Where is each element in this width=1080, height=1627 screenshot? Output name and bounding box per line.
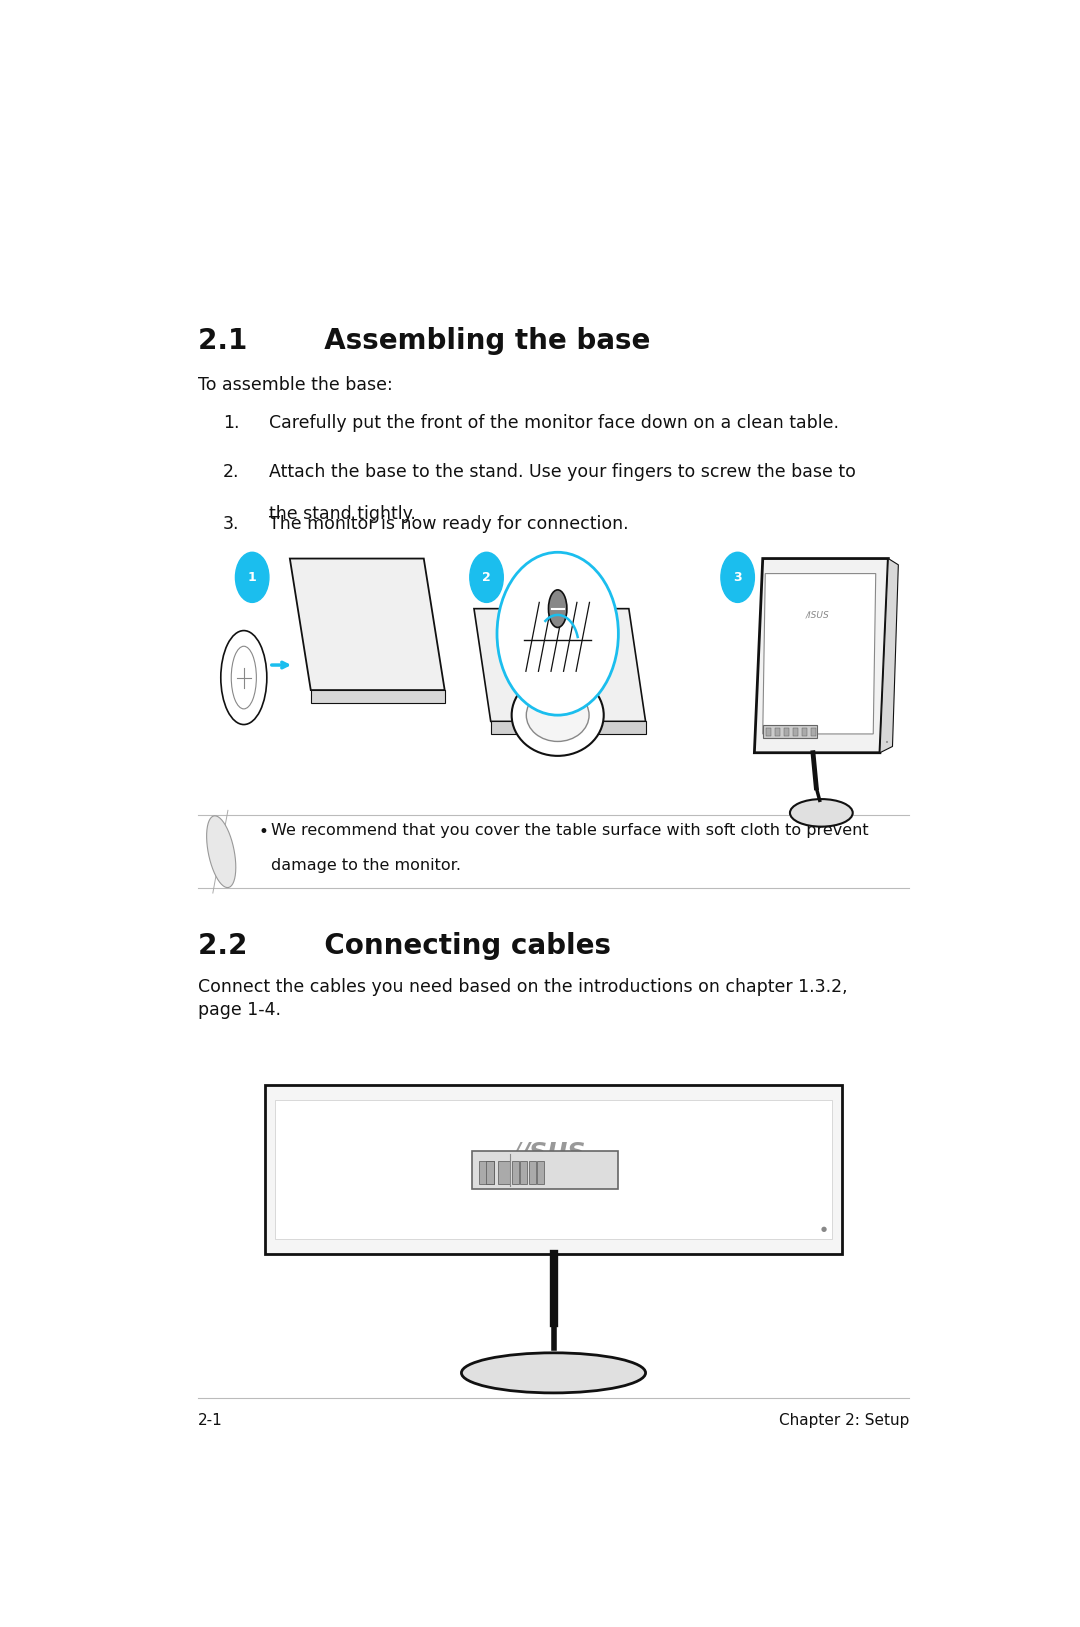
Text: /ISUS: /ISUS [806,610,829,620]
FancyBboxPatch shape [762,726,818,737]
Text: 3: 3 [733,571,742,584]
FancyBboxPatch shape [472,1152,619,1189]
Ellipse shape [549,591,567,628]
FancyBboxPatch shape [784,727,789,737]
Polygon shape [762,574,876,734]
Text: 2.2        Connecting cables: 2.2 Connecting cables [198,932,611,960]
Polygon shape [474,608,646,721]
Text: Chapter 2: Setup: Chapter 2: Setup [779,1412,909,1429]
Circle shape [470,552,503,602]
Text: 3.: 3. [222,514,240,532]
FancyBboxPatch shape [811,727,816,737]
Text: ●: ● [821,1225,827,1232]
Text: Connect the cables you need based on the introductions on chapter 1.3.2,: Connect the cables you need based on the… [198,978,848,996]
Text: We recommend that you cover the table surface with soft cloth to prevent: We recommend that you cover the table su… [271,823,868,838]
FancyBboxPatch shape [274,1100,833,1238]
Text: the stand tightly.: the stand tightly. [269,504,416,522]
Ellipse shape [220,631,267,724]
Text: Carefully put the front of the monitor face down on a clean table.: Carefully put the front of the monitor f… [269,415,839,433]
Ellipse shape [497,552,619,716]
Text: page 1-4.: page 1-4. [198,1001,281,1019]
Ellipse shape [512,675,604,757]
Text: •: • [258,823,268,841]
FancyBboxPatch shape [775,727,780,737]
Text: 2-1: 2-1 [198,1412,222,1429]
Polygon shape [754,558,888,753]
Text: /SUS: /SUS [521,1141,586,1165]
Ellipse shape [461,1352,646,1393]
Ellipse shape [526,688,589,742]
FancyBboxPatch shape [529,1162,536,1184]
FancyBboxPatch shape [521,1162,527,1184]
FancyBboxPatch shape [498,1162,510,1184]
Polygon shape [490,721,646,734]
FancyBboxPatch shape [265,1085,842,1254]
Polygon shape [880,558,899,753]
Polygon shape [311,690,445,703]
Polygon shape [206,815,235,888]
FancyBboxPatch shape [793,727,798,737]
FancyBboxPatch shape [537,1162,544,1184]
Text: damage to the monitor.: damage to the monitor. [271,857,460,874]
Ellipse shape [461,1368,646,1381]
Text: 1.: 1. [222,415,240,433]
FancyBboxPatch shape [766,727,771,737]
Polygon shape [289,558,445,690]
FancyBboxPatch shape [478,1162,494,1184]
Text: 2.: 2. [222,464,240,482]
Ellipse shape [789,799,853,827]
FancyBboxPatch shape [512,1162,518,1184]
FancyBboxPatch shape [486,1162,495,1184]
FancyBboxPatch shape [802,727,807,737]
Ellipse shape [231,646,256,709]
Text: Attach the base to the stand. Use your fingers to screw the base to: Attach the base to the stand. Use your f… [269,464,855,482]
Circle shape [721,552,754,602]
Text: 2.1        Assembling the base: 2.1 Assembling the base [198,327,650,355]
Text: To assemble the base:: To assemble the base: [198,376,392,394]
Text: 1: 1 [247,571,257,584]
Circle shape [235,552,269,602]
Text: •: • [885,740,889,745]
Text: The monitor is now ready for connection.: The monitor is now ready for connection. [269,514,629,532]
Text: /: / [512,1141,521,1165]
Text: 2: 2 [482,571,491,584]
